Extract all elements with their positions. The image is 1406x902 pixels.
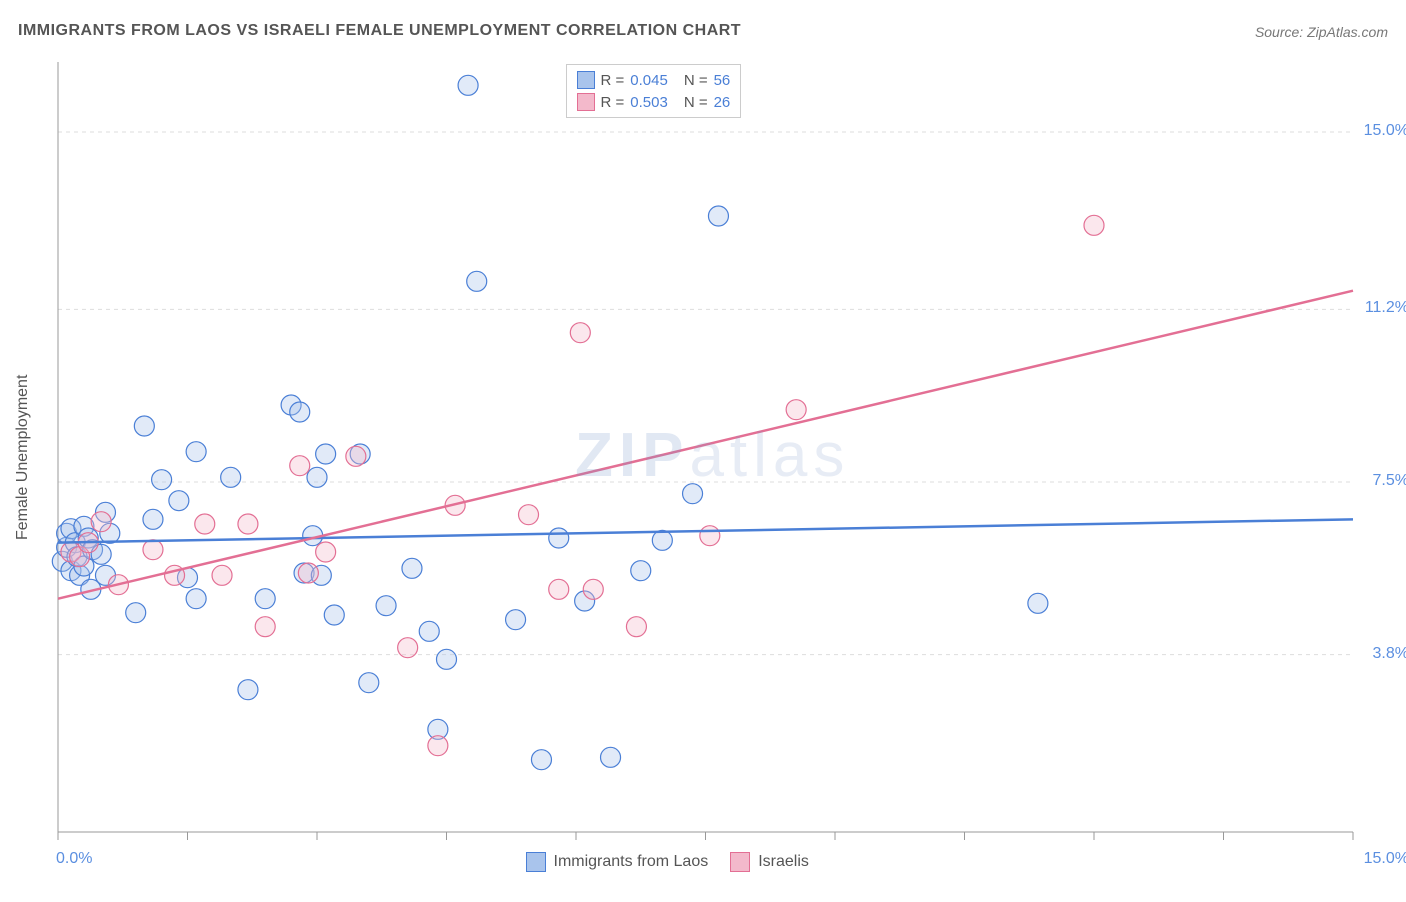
legend-swatch <box>577 71 595 89</box>
chart-header: IMMIGRANTS FROM LAOS VS ISRAELI FEMALE U… <box>18 22 1388 52</box>
legend-swatch <box>526 852 546 872</box>
source-credit: Source: ZipAtlas.com <box>1255 24 1388 40</box>
legend-item: Immigrants from Laos <box>526 852 709 872</box>
y-axis-title: Female Unemployment <box>14 375 32 540</box>
y-tick-label: 11.2% <box>1365 299 1406 317</box>
legend-r-label: R = <box>601 72 625 89</box>
legend-n-value: 26 <box>714 94 731 111</box>
x-tick-label: 0.0% <box>56 850 92 868</box>
x-tick-label: 15.0% <box>1364 850 1406 868</box>
legend-r-label: R = <box>601 94 625 111</box>
legend-swatch <box>730 852 750 872</box>
chart-title: IMMIGRANTS FROM LAOS VS ISRAELI FEMALE U… <box>18 22 741 39</box>
legend-series-label: Israelis <box>758 853 809 871</box>
legend-n-value: 56 <box>714 72 731 89</box>
legend-n-label: N = <box>684 94 708 111</box>
legend-series: Immigrants from Laos Israelis <box>526 852 809 872</box>
legend-item: Israelis <box>730 852 809 872</box>
y-tick-label: 15.0% <box>1364 122 1406 140</box>
legend-series-label: Immigrants from Laos <box>554 853 709 871</box>
correlation-scatter-chart <box>18 62 1388 902</box>
legend-correlation-stats: R = 0.045 N = 56 R = 0.503 N = 26 <box>566 64 742 118</box>
legend-swatch <box>577 93 595 111</box>
legend-r-value: 0.045 <box>630 72 668 89</box>
legend-r-value: 0.503 <box>630 94 668 111</box>
y-tick-label: 3.8% <box>1373 645 1406 663</box>
y-tick-label: 7.5% <box>1373 472 1406 490</box>
legend-n-label: N = <box>684 72 708 89</box>
